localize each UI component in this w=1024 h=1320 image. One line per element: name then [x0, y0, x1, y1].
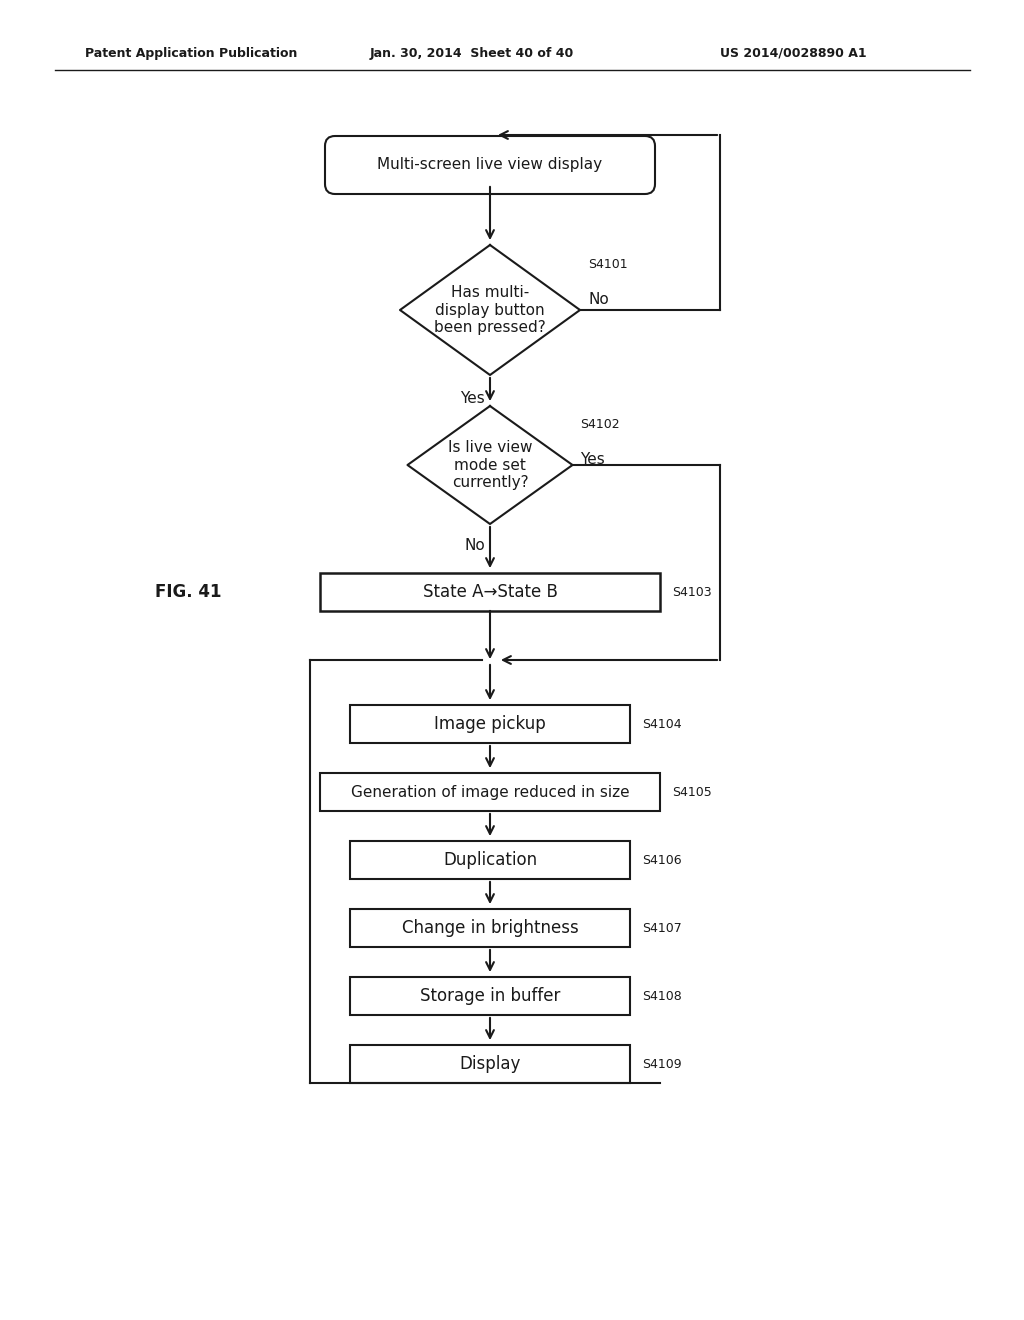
Text: Has multi-
display button
been pressed?: Has multi- display button been pressed?	[434, 285, 546, 335]
Text: S4108: S4108	[642, 990, 682, 1002]
Text: Yes: Yes	[460, 391, 484, 407]
Text: Image pickup: Image pickup	[434, 715, 546, 733]
Text: S4105: S4105	[672, 785, 712, 799]
Text: Storage in buffer: Storage in buffer	[420, 987, 560, 1005]
Text: Display: Display	[460, 1055, 520, 1073]
Text: No: No	[588, 293, 608, 308]
Text: Generation of image reduced in size: Generation of image reduced in size	[350, 784, 630, 800]
Bar	[350, 1045, 630, 1082]
Text: Yes: Yes	[580, 453, 605, 467]
Text: State A→State B: State A→State B	[423, 583, 557, 601]
Text: Duplication: Duplication	[443, 851, 537, 869]
Bar	[319, 573, 660, 611]
FancyBboxPatch shape	[325, 136, 655, 194]
Text: S4106: S4106	[642, 854, 682, 866]
Text: Patent Application Publication: Patent Application Publication	[85, 46, 297, 59]
Text: S4101: S4101	[588, 259, 628, 272]
Text: Jan. 30, 2014  Sheet 40 of 40: Jan. 30, 2014 Sheet 40 of 40	[370, 46, 574, 59]
Text: Change in brightness: Change in brightness	[401, 919, 579, 937]
Text: S4104: S4104	[642, 718, 682, 730]
Text: S4109: S4109	[642, 1057, 682, 1071]
Text: S4102: S4102	[580, 418, 620, 432]
Text: S4107: S4107	[642, 921, 682, 935]
Bar	[350, 841, 630, 879]
Bar	[319, 774, 660, 810]
Text: Is live view
mode set
currently?: Is live view mode set currently?	[447, 440, 532, 490]
Text: S4103: S4103	[672, 586, 712, 598]
Bar	[350, 977, 630, 1015]
Text: No: No	[465, 539, 485, 553]
Text: Multi-screen live view display: Multi-screen live view display	[378, 157, 602, 173]
Text: FIG. 41: FIG. 41	[155, 583, 221, 601]
Bar	[350, 909, 630, 946]
Text: US 2014/0028890 A1: US 2014/0028890 A1	[720, 46, 866, 59]
Bar	[350, 705, 630, 743]
